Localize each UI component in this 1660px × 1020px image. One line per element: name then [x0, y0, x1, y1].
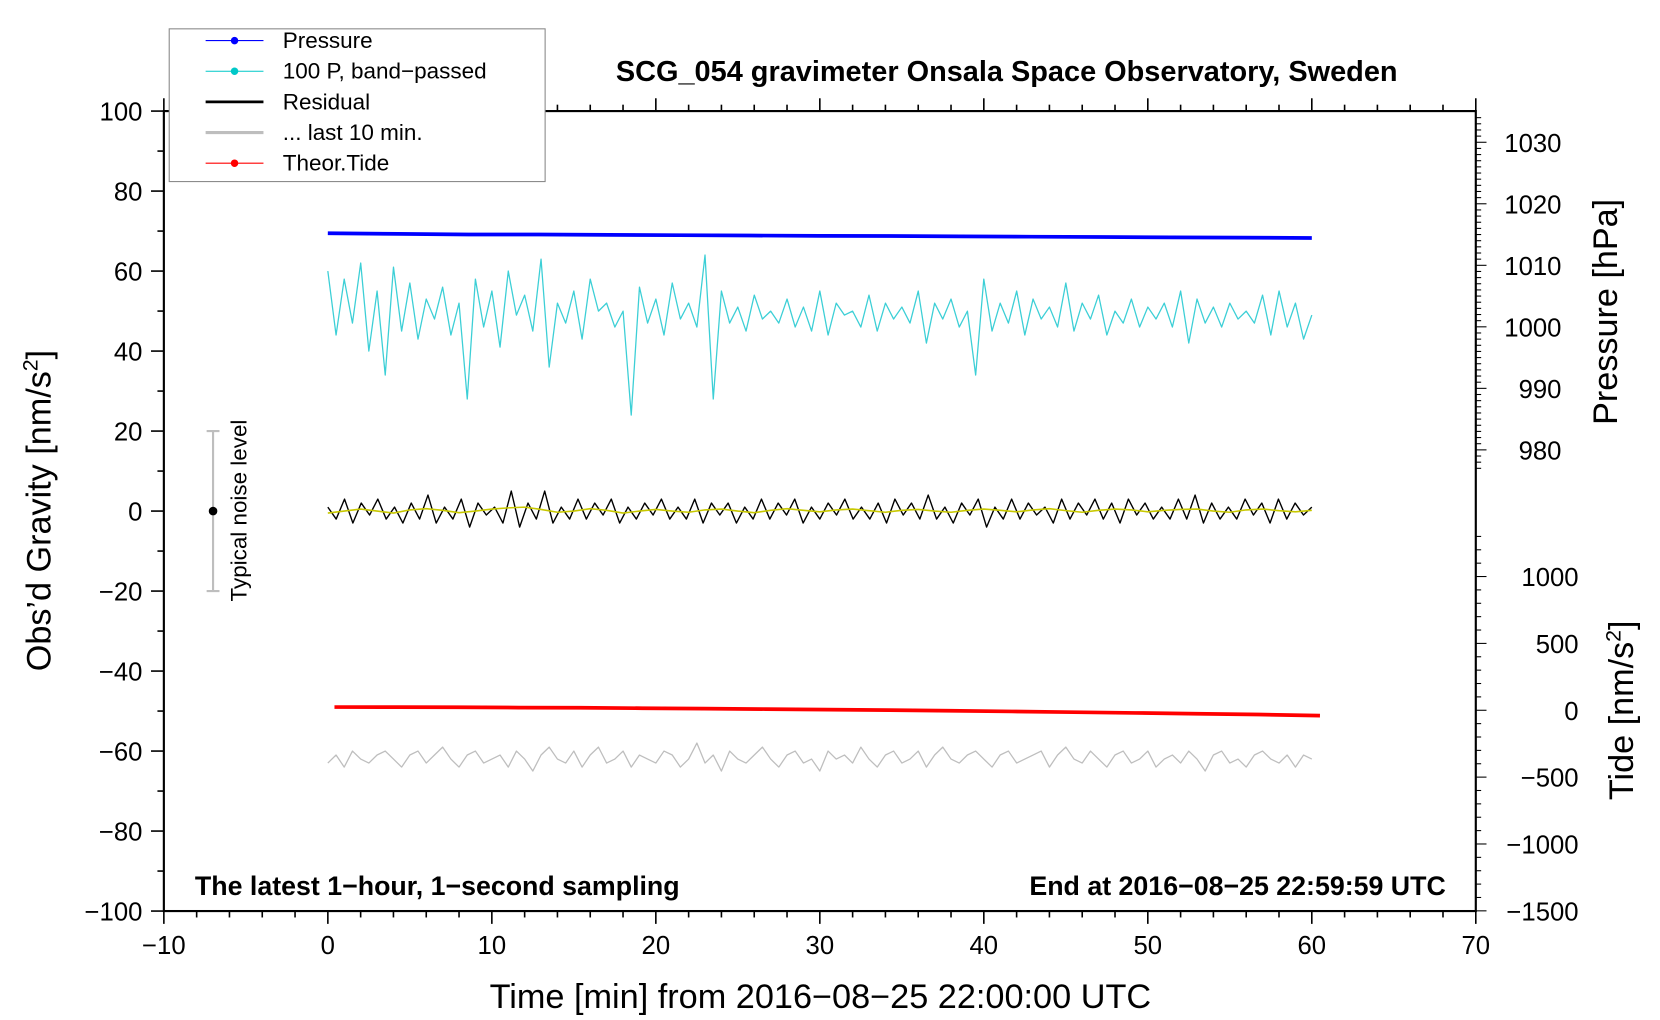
- legend-box: [168, 28, 546, 183]
- noise-level-indicator: Typical noise level: [206, 420, 251, 602]
- legend-label: ... last 10 min.: [283, 120, 423, 145]
- x-tick-label: 0: [321, 932, 335, 960]
- series-100-p-band-passed: [327, 254, 1313, 416]
- legend-item: 100 P, band−passed: [205, 59, 487, 84]
- y-axis-label-tide: Tide [nm/s2]: [1601, 620, 1641, 800]
- legend-item: ... last 10 min.: [205, 120, 423, 145]
- tide-tick-label: −1500: [1506, 898, 1578, 926]
- plot-frame: [162, 110, 1477, 913]
- x-tick-label: 50: [1134, 932, 1163, 960]
- y-axis-label-pressure: Pressure [hPa]: [1587, 199, 1625, 425]
- series-pressure: [327, 231, 1312, 240]
- tide-tick-label: −1000: [1506, 832, 1578, 860]
- annotation-left: The latest 1−hour, 1−second sampling: [195, 871, 680, 901]
- x-tick-label: 70: [1462, 932, 1491, 960]
- pressure-tick-label: 980: [1519, 438, 1562, 466]
- legend-label: Theor.Tide: [283, 151, 390, 176]
- annotation-right: End at 2016−08−25 22:59:59 UTC: [1029, 871, 1445, 901]
- legend-marker: [230, 67, 239, 75]
- y-tick-label: −20: [99, 579, 143, 607]
- pressure-tick-label: 1030: [1504, 130, 1561, 158]
- tide-tick-label: 0: [1564, 698, 1578, 726]
- legend: Pressure 100 P, band−passed Residual ... la…: [168, 28, 546, 183]
- y-axis-label-left: Obs’d Gravity [nm/s2]: [18, 350, 58, 671]
- pressure-tick-label: 1000: [1504, 314, 1561, 342]
- legend-item: Residual: [205, 89, 370, 114]
- legend-label: 100 P, band−passed: [283, 59, 487, 84]
- legend-item: Theor.Tide: [205, 151, 390, 176]
- x-tick-label: 10: [478, 932, 507, 960]
- y-tick-label: 80: [114, 179, 143, 207]
- pressure-tick-label: 990: [1519, 376, 1562, 404]
- y-tick-label: 20: [114, 419, 143, 447]
- x-axis-label: Time [min] from 2016−08−25 22:00:00 UTC: [490, 978, 1152, 1016]
- x-tick-label: 20: [642, 932, 671, 960]
- series-residual: [327, 490, 1313, 528]
- y-tick-label: −100: [85, 899, 143, 927]
- tide-tick-label: 500: [1536, 631, 1579, 659]
- y-tick-label: 0: [128, 499, 142, 527]
- legend-label: Pressure: [283, 28, 373, 53]
- noise-bar-dot: [208, 506, 218, 516]
- series-residual-smoothed-: [327, 506, 1312, 514]
- x-tick-label: 40: [970, 932, 999, 960]
- axis-ticks: −10 0 10 20 30 40 50 60 70100806040200−20−40−60−…: [85, 98, 1579, 960]
- legend-marker: [230, 159, 239, 167]
- y-tick-label: 60: [114, 259, 143, 287]
- series-layer: [327, 231, 1321, 772]
- tide-tick-label: −500: [1521, 765, 1579, 793]
- chart-title: SCG_054 gravimeter Onsala Space Observat…: [616, 56, 1398, 88]
- legend-marker: [230, 36, 239, 45]
- y-tick-label: 40: [114, 339, 143, 367]
- y-tick-label: 100: [100, 99, 143, 127]
- legend-label: Residual: [283, 89, 370, 114]
- tide-tick-label: 1000: [1521, 564, 1578, 592]
- x-tick-label: 30: [806, 932, 835, 960]
- x-tick-label: 60: [1298, 932, 1327, 960]
- y-tick-label: −40: [99, 659, 143, 687]
- pressure-tick-label: 1010: [1504, 253, 1561, 281]
- noise-level-label: Typical noise level: [226, 420, 251, 602]
- series-theor-tide: [334, 705, 1321, 718]
- pressure-tick-label: 1020: [1504, 191, 1561, 219]
- y-tick-label: −60: [99, 739, 143, 767]
- series--last-10-min-: [327, 742, 1313, 772]
- legend-item: Pressure: [205, 28, 373, 53]
- x-tick-label: −10: [142, 932, 186, 960]
- y-tick-label: −80: [99, 819, 143, 847]
